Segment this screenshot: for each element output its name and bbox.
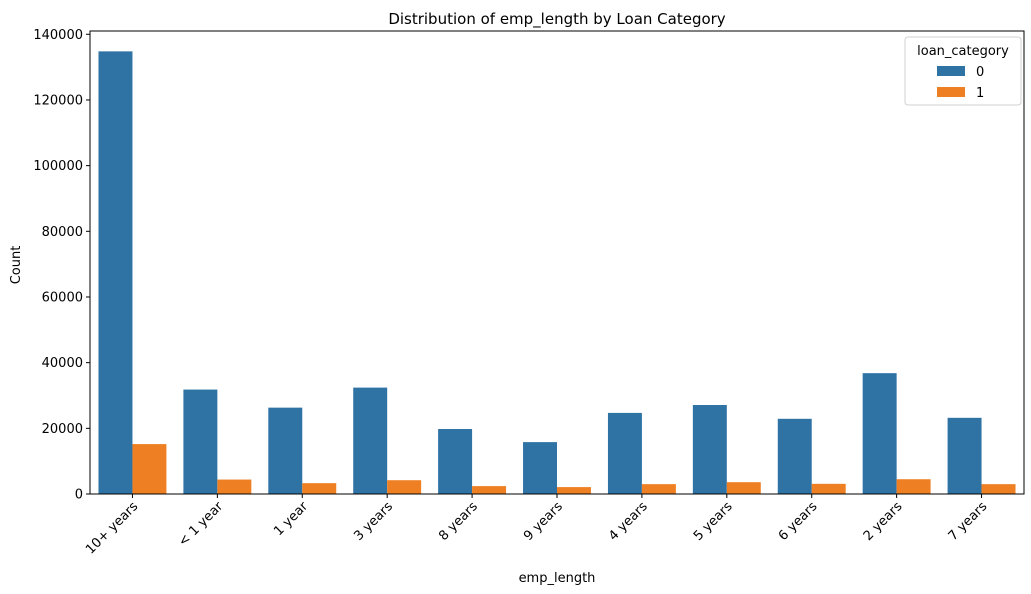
bar-series-0-2	[268, 407, 303, 494]
bars-group	[98, 51, 1016, 495]
bar-series-0-9	[862, 373, 897, 494]
y-tick-label: 0	[75, 488, 83, 503]
y-tick-label: 20000	[42, 422, 83, 437]
y-tick-label: 40000	[42, 356, 83, 371]
bar-series-0-4	[438, 428, 473, 494]
x-axis-title: emp_length	[519, 571, 596, 586]
legend-label-1: 1	[976, 86, 984, 101]
y-axis-title: Count	[9, 246, 24, 285]
bar-series-0-3	[353, 387, 388, 494]
bar-series-1-6	[641, 484, 676, 494]
legend-title: loan_category	[917, 44, 1009, 59]
x-tick-label: 10+ years	[83, 499, 141, 557]
bar-series-1-1	[217, 479, 252, 494]
plot-frame	[89, 30, 1025, 495]
legend-swatch-1	[937, 87, 965, 97]
legend: loan_category 0 1	[904, 36, 1022, 106]
bar-series-0-5	[523, 442, 557, 494]
y-axis: 0 20000 40000 60000 80000 100000 120000 140000	[33, 28, 90, 503]
y-tick-label: 140000	[33, 28, 83, 43]
legend-swatch-0	[937, 66, 965, 76]
x-tick-label: 8 years	[436, 499, 481, 544]
bar-series-1-2	[302, 483, 337, 494]
x-tick-label: 4 years	[606, 499, 651, 544]
x-tick-label: 9 years	[521, 499, 566, 544]
bar-series-1-8	[811, 483, 846, 494]
bar-series-1-9	[896, 479, 931, 494]
x-tick-label: 3 years	[351, 499, 396, 544]
y-tick-label: 120000	[33, 93, 83, 108]
legend-label-0: 0	[976, 65, 984, 80]
x-tick-label: < 1 year	[176, 499, 227, 550]
y-tick-label: 100000	[33, 159, 83, 174]
bar-series-0-10	[947, 417, 982, 494]
y-tick-label: 60000	[42, 290, 83, 305]
bar-series-1-3	[387, 480, 422, 494]
bar-series-0-0	[98, 51, 133, 495]
x-tick-label: 6 years	[776, 499, 821, 544]
y-tick-label: 80000	[42, 225, 83, 240]
bar-series-1-5	[557, 487, 591, 494]
x-axis: 10+ years < 1 year 1 year 3 years 8 years 9 y…	[83, 494, 991, 557]
bar-series-1-4	[472, 486, 507, 494]
bar-series-0-1	[183, 389, 218, 494]
bar-series-1-10	[981, 484, 1016, 494]
bar-series-0-8	[777, 418, 812, 494]
x-tick-label: 1 year	[271, 499, 311, 539]
x-tick-label: 7 years	[946, 499, 991, 544]
bar-series-1-7	[726, 482, 761, 494]
chart-title: Distribution of emp_length by Loan Categ…	[388, 10, 725, 29]
x-tick-label: 5 years	[691, 499, 736, 544]
x-tick-label: 2 years	[861, 499, 906, 544]
bar-series-1-0	[132, 444, 167, 494]
bar-series-0-6	[607, 412, 642, 494]
bar-series-0-7	[692, 405, 727, 494]
